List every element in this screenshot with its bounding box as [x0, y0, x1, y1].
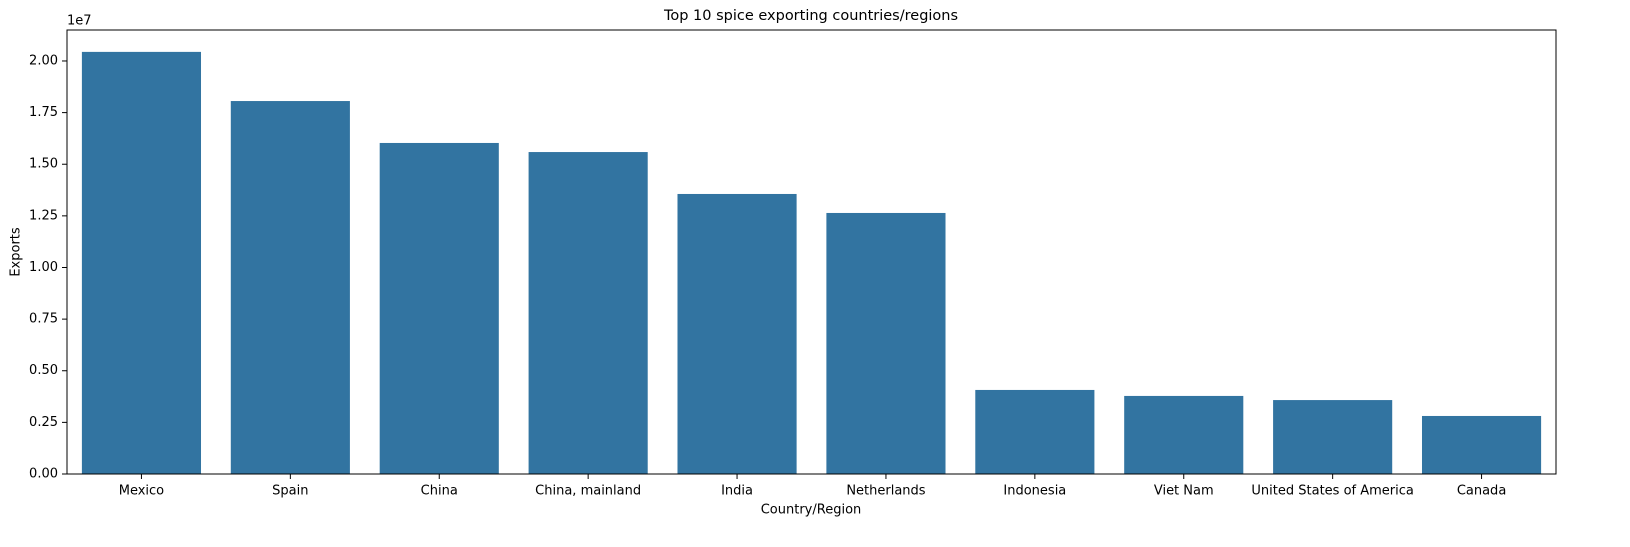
bar: [1124, 395, 1244, 474]
x-tick-label: China: [421, 484, 458, 499]
x-tick-label: Canada: [1457, 484, 1506, 499]
x-tick-label: Netherlands: [846, 484, 925, 499]
x-tick-label: India: [721, 484, 753, 499]
x-tick-label: Indonesia: [1003, 484, 1066, 499]
y-tick-label: 1.25: [29, 208, 58, 223]
y-tick-label: 0.50: [29, 363, 58, 378]
y-tick-label: 0.25: [29, 415, 58, 430]
chart-title: Top 10 spice exporting countries/regions: [663, 8, 958, 24]
y-tick-label: 1.50: [29, 157, 58, 172]
x-axis-label: Country/Region: [761, 503, 862, 518]
bar: [230, 101, 350, 474]
bar: [81, 51, 202, 475]
y-tick-label: 0.75: [29, 312, 58, 327]
x-tick-label: China, mainland: [535, 484, 641, 499]
bar: [379, 142, 499, 474]
y-axis-label: Exports: [9, 227, 24, 277]
y-tick-label: 2.00: [29, 53, 58, 68]
bar: [975, 389, 1095, 474]
y-tick-label: 1.00: [29, 260, 58, 275]
bar: [1273, 400, 1393, 474]
y-offset-label: 1e7: [67, 14, 92, 29]
bar: [826, 212, 946, 474]
bar: [528, 152, 648, 474]
y-tick-label: 1.75: [29, 105, 58, 120]
plot-frame: [66, 29, 1557, 475]
x-tick-label: United States of America: [1251, 484, 1413, 499]
x-tick-label: Viet Nam: [1154, 484, 1214, 499]
bar: [1421, 415, 1542, 474]
bar: [677, 193, 797, 475]
x-tick-label: Mexico: [119, 484, 164, 499]
y-tick-label: 0.00: [29, 467, 58, 482]
x-tick-label: Spain: [272, 484, 308, 499]
